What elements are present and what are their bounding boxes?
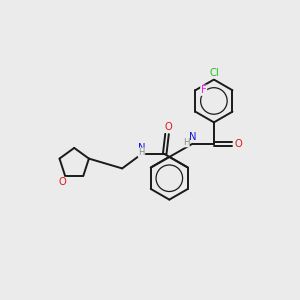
Text: Cl: Cl	[209, 68, 219, 78]
Text: F: F	[201, 85, 207, 95]
Text: O: O	[165, 122, 172, 132]
Text: N: N	[189, 132, 196, 142]
Text: H: H	[138, 148, 145, 157]
Text: H: H	[183, 138, 189, 147]
Text: N: N	[138, 142, 145, 153]
Text: O: O	[234, 139, 242, 149]
Text: O: O	[58, 177, 66, 188]
